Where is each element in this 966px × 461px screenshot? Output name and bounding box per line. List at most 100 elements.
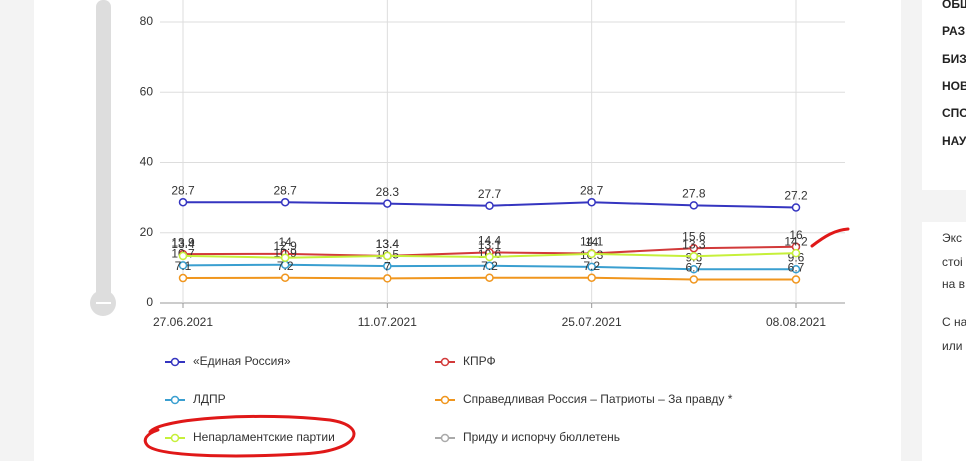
side-menu: ОБЩ РАЗ БИЗ НОВ СПО НАУ	[922, 0, 966, 190]
data-point	[689, 275, 699, 284]
data-point	[280, 197, 290, 207]
data-point	[178, 261, 188, 270]
data-label: 14.1	[580, 235, 604, 249]
data-point	[485, 201, 494, 210]
data-point	[791, 275, 801, 284]
data-label: 13.3	[682, 237, 706, 251]
data-label: 27.8	[682, 187, 706, 201]
data-point	[587, 249, 596, 259]
data-point	[485, 273, 494, 282]
annotation-circle	[143, 414, 356, 458]
data-point	[587, 273, 596, 282]
data-point	[689, 265, 699, 274]
data-label: 13.9	[171, 235, 195, 249]
data-label: 7.1	[175, 259, 192, 273]
data-label: 12.9	[273, 239, 297, 253]
legend-label[interactable]: Справедливая Россия – Патриоты – За прав…	[463, 392, 733, 406]
data-point	[689, 243, 699, 253]
data-point	[485, 261, 494, 271]
chart-panel	[34, 0, 901, 461]
side-text-line: или	[942, 339, 963, 353]
menu-item[interactable]: СПО	[942, 106, 966, 121]
grid: 0 20 40 60 80 27.06.2021 11.07.2021 25.07.2021 0…	[140, 0, 845, 329]
data-label: 6.7	[685, 261, 702, 275]
menu-item[interactable]: РАЗ	[942, 24, 966, 39]
series-lines: 28.7 28.7 28.3 27.7 28.7 27.8 27.2 13.9 14 13.4 14…	[171, 183, 808, 284]
data-point	[791, 248, 801, 258]
data-point	[791, 203, 801, 212]
data-point	[587, 262, 596, 272]
data-label: 16	[789, 228, 803, 242]
data-label: 7.2	[583, 259, 600, 273]
data-point	[280, 253, 290, 262]
data-label: 6.7	[788, 261, 805, 275]
side-text-line: С на	[942, 315, 966, 329]
legend-marker	[440, 433, 450, 443]
data-label: 14	[278, 235, 292, 249]
data-label: 15.6	[682, 229, 706, 243]
x-tick-label: 25.07.2021	[562, 315, 622, 329]
annotation-stroke	[810, 227, 850, 248]
data-label: 27.7	[478, 187, 502, 201]
data-label: 28.3	[376, 185, 400, 199]
data-label: 13.4	[376, 237, 400, 251]
legend-label[interactable]: КПРФ	[463, 354, 496, 368]
legend-label[interactable]: Приду и испорчу бюллетень	[463, 430, 620, 444]
side-text: Экс стоі на в С на или	[922, 222, 966, 461]
data-point	[383, 261, 392, 271]
legend-marker	[440, 395, 450, 405]
legend-marker	[170, 357, 180, 367]
legend-marker	[170, 433, 180, 443]
data-label: 28.7	[171, 183, 195, 197]
menu-item[interactable]: НОВ	[942, 78, 966, 93]
y-tick-label: 20	[140, 225, 154, 239]
data-label: 28.7	[580, 183, 604, 197]
side-text-line: на в	[942, 277, 966, 291]
x-tick-label: 08.08.2021	[766, 315, 826, 329]
data-point	[178, 251, 188, 261]
data-label: 7.2	[277, 259, 294, 273]
scroll-track	[96, 0, 111, 300]
data-point	[383, 199, 392, 208]
data-label: 10.9	[273, 246, 297, 260]
y-tick-label: 0	[146, 295, 153, 309]
data-label: 27.2	[784, 189, 808, 203]
x-tick-label: 11.07.2021	[358, 315, 417, 329]
data-label: 28.7	[273, 183, 297, 197]
data-point	[689, 201, 699, 210]
side-text-line: стоі	[942, 255, 963, 269]
data-label: 13.4	[376, 237, 400, 251]
y-tick-label: 40	[140, 155, 154, 169]
y-tick-label: 80	[140, 14, 154, 28]
legend: «Единая Россия» КПРФ ЛДПР Справедливая Росс…	[165, 354, 733, 444]
data-point	[178, 273, 188, 283]
legend-marker	[170, 395, 180, 405]
data-label: 14	[585, 235, 599, 249]
x-tick-label: 27.06.2021	[153, 315, 213, 329]
data-label: 14.2	[784, 234, 808, 248]
menu-item[interactable]: ОБЩ	[942, 0, 966, 11]
menu-item[interactable]: БИЗ	[942, 51, 966, 66]
data-label: 7	[384, 260, 391, 274]
data-point	[280, 273, 290, 282]
data-point	[587, 197, 596, 207]
y-tick-label: 60	[140, 84, 154, 98]
legend-label[interactable]: ЛДПР	[193, 392, 226, 406]
legend-marker	[440, 357, 450, 367]
data-label: 14.4	[478, 234, 502, 248]
data-point	[383, 251, 392, 261]
scroll-handle-grip	[96, 302, 111, 304]
data-point	[383, 274, 392, 283]
data-point	[791, 265, 801, 274]
legend-label[interactable]: «Единая Россия»	[193, 354, 291, 368]
data-point	[689, 252, 699, 261]
legend-label[interactable]: Непарламентские партии	[193, 430, 335, 444]
data-point	[485, 252, 494, 262]
menu-item[interactable]: НАУ	[942, 133, 966, 148]
data-point	[178, 197, 188, 207]
data-label: 13.1	[478, 238, 502, 252]
data-label: 7.2	[481, 259, 498, 273]
data-label: 13.4	[171, 237, 195, 251]
